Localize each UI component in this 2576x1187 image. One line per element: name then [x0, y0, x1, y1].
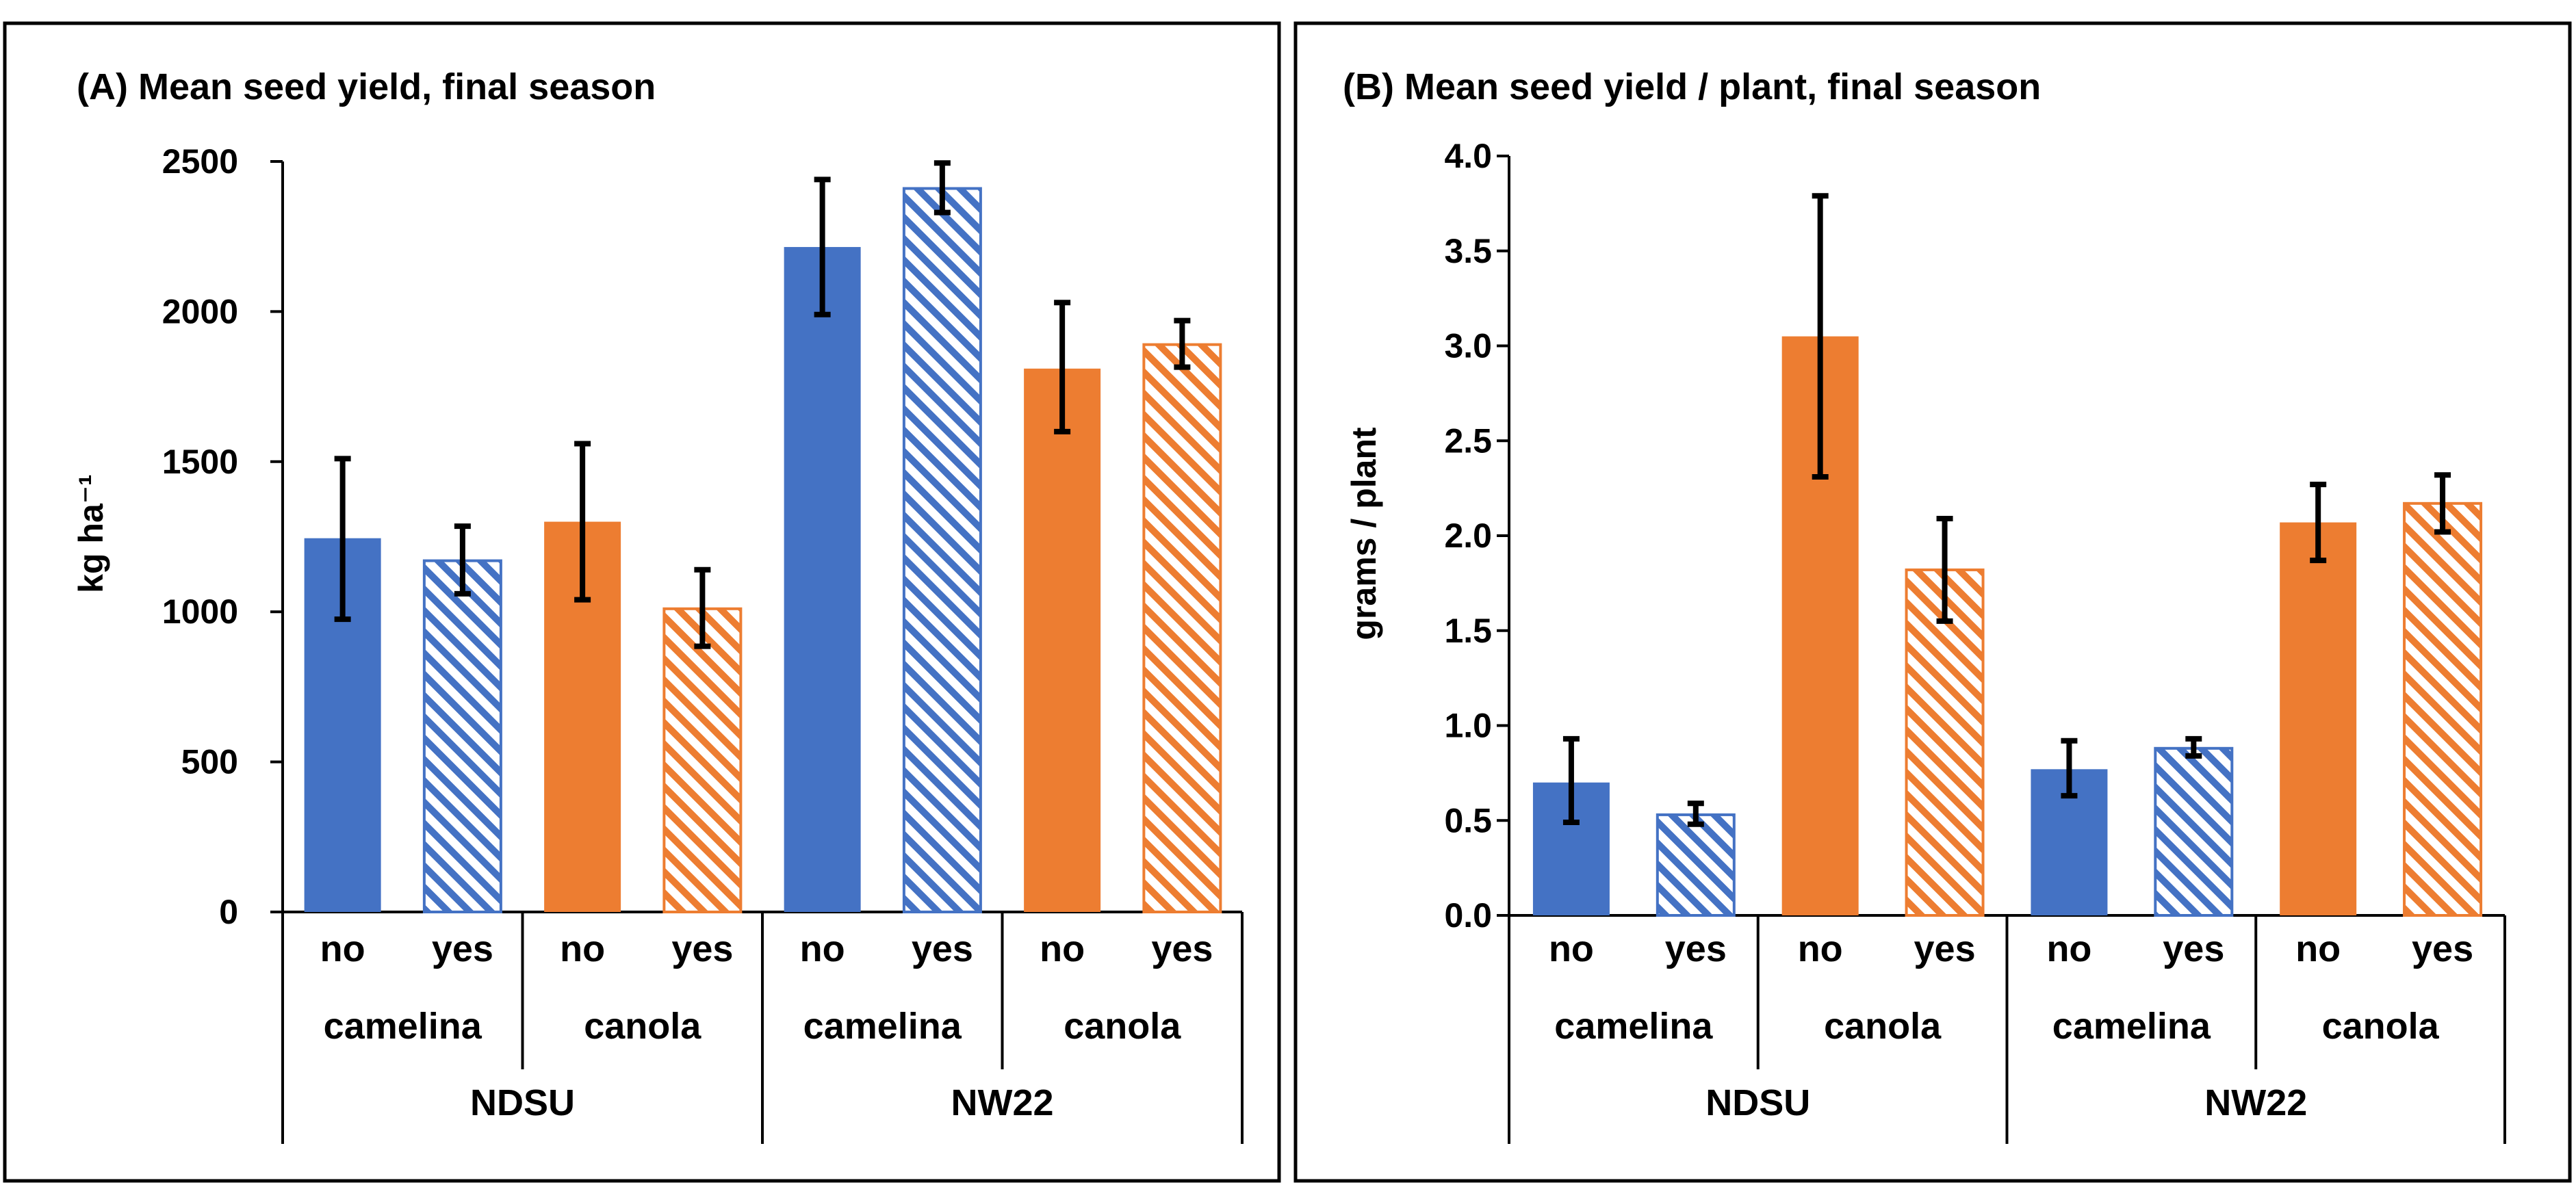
x-label-treatment: yes — [2163, 928, 2224, 969]
x-label-site: NW22 — [2204, 1082, 2307, 1123]
x-label-treatment: no — [560, 928, 605, 969]
x-label-crop: camelina — [2052, 1006, 2211, 1047]
bar-ndsu-canola-yes — [662, 607, 743, 913]
x-label-treatment: yes — [1151, 928, 1213, 969]
y-tick-label: 0 — [219, 893, 238, 931]
bar-nw22-canola-no — [2280, 522, 2357, 915]
bar-nw22-canola-yes — [1142, 343, 1222, 913]
bar-ndsu-camelina-yes — [1656, 813, 1736, 917]
y-tick-label: 1000 — [162, 592, 238, 631]
y-tick-label: 2.0 — [1444, 517, 1492, 555]
bar-nw22-canola-yes — [2403, 501, 2483, 917]
y-tick-label: 2000 — [162, 292, 238, 330]
panel-b-title: (B) Mean seed yield / plant, final seaso… — [1343, 66, 2041, 107]
x-label-treatment: no — [1798, 928, 1843, 969]
bar-nw22-camelina-no — [784, 247, 861, 913]
x-label-treatment: yes — [2412, 928, 2473, 969]
x-label-site: NW22 — [951, 1082, 1053, 1123]
y-tick-label: 500 — [181, 743, 238, 781]
x-label-treatment: yes — [1665, 928, 1727, 969]
x-label-crop: camelina — [803, 1006, 962, 1047]
y-tick-label: 2.5 — [1444, 421, 1492, 460]
bar-ndsu-camelina-yes — [422, 559, 502, 913]
x-label-site: NDSU — [470, 1082, 575, 1123]
panel-b-yield-per-plant: (B) Mean seed yield / plant, final seaso… — [1293, 21, 2572, 1183]
y-tick-label: 0.5 — [1444, 801, 1492, 839]
x-label-treatment: no — [320, 928, 365, 969]
y-tick-label: 3.5 — [1444, 232, 1492, 270]
y-tick-label: 3.0 — [1444, 327, 1492, 365]
x-label-crop: camelina — [324, 1006, 482, 1047]
y-tick-label: 4.0 — [1444, 137, 1492, 175]
bar-nw22-camelina-yes — [2154, 746, 2234, 917]
y-tick-label: 1.5 — [1444, 612, 1492, 650]
x-label-crop: canola — [584, 1006, 701, 1047]
y-tick-label: 2500 — [162, 142, 238, 181]
bar-nw22-camelina-yes — [902, 187, 982, 914]
panel-b-plot-area: 0.0 0.5 1.0 1.5 2.0 2.5 3.0 3.5 4.0 no yes no yes no y… — [1444, 137, 2506, 1144]
y-tick-label: 0.0 — [1444, 896, 1492, 935]
bar-nw22-canola-no — [1024, 368, 1101, 912]
x-label-treatment: no — [1549, 928, 1594, 969]
x-label-treatment: yes — [1914, 928, 1976, 969]
x-label-treatment: no — [2295, 928, 2341, 969]
x-label-treatment: yes — [912, 928, 973, 969]
panel-b-y-axis-label: grams / plant — [1345, 427, 1383, 640]
x-label-treatment: yes — [432, 928, 493, 969]
x-label-site: NDSU — [1705, 1082, 1810, 1123]
panel-a-y-axis-label: kg ha⁻¹ — [72, 474, 110, 593]
x-label-treatment: no — [2046, 928, 2091, 969]
x-label-crop: canola — [2322, 1006, 2440, 1047]
x-label-crop: camelina — [1554, 1006, 1713, 1047]
x-label-crop: canola — [1824, 1006, 1942, 1047]
panel-a-yield-per-hectare: (A) Mean seed yield, final season kg ha⁻… — [3, 21, 1281, 1183]
x-label-crop: canola — [1064, 1006, 1181, 1047]
x-label-treatment: yes — [671, 928, 733, 969]
panel-a-plot-area: 0 500 1000 1500 2000 2500 no yes no yes no yes no yes… — [162, 142, 1244, 1144]
x-label-treatment: no — [800, 928, 845, 969]
panel-a-title: (A) Mean seed yield, final season — [77, 66, 656, 107]
y-tick-label: 1.0 — [1444, 707, 1492, 745]
y-tick-label: 1500 — [162, 443, 238, 481]
x-label-treatment: no — [1040, 928, 1085, 969]
